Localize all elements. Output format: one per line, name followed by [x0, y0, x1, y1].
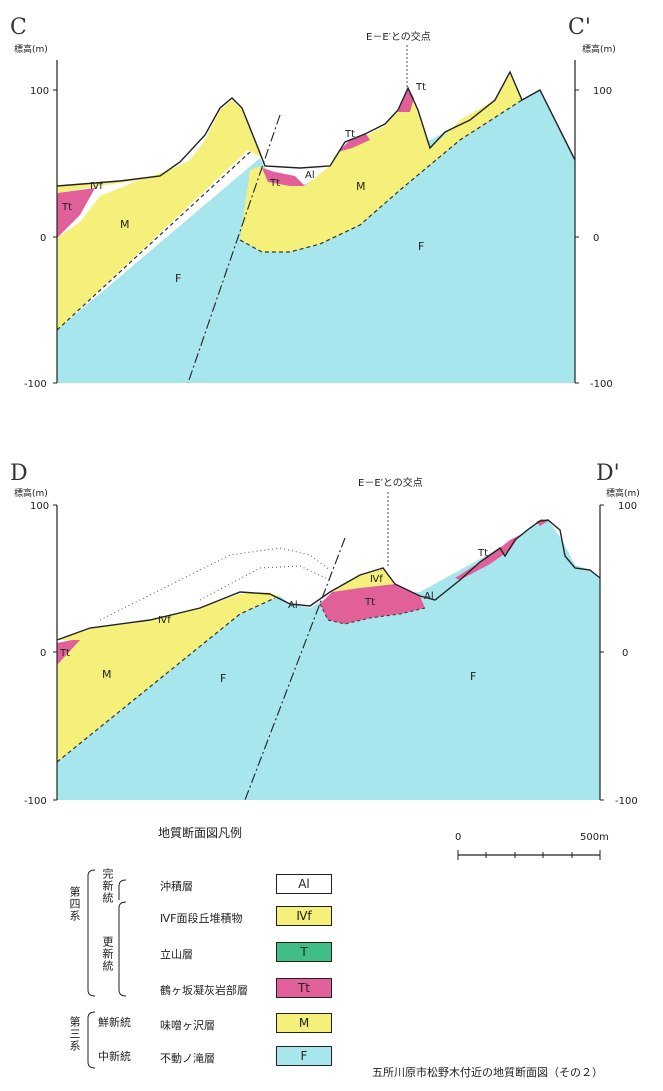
c-tick-0-right: 0 — [593, 233, 599, 244]
d-left-label: D — [10, 461, 28, 486]
c-label-m-mid: M — [356, 180, 366, 193]
d-label-tt-left: Tt — [59, 648, 70, 659]
d-label-ivf: Ⅳf — [158, 615, 171, 626]
d-intersection-label: E－E′との交点 — [358, 476, 423, 489]
d-layer-tt-left — [57, 640, 80, 665]
scale-bar: 0 500m — [455, 832, 609, 860]
epoch-pliocene: 鮮新統 — [98, 1016, 131, 1029]
c-tick-0-left: 0 — [40, 233, 46, 244]
c-axis-title-right: 標高(m) — [582, 43, 616, 55]
c-left-label: C — [10, 15, 27, 40]
group-tertiary: 第三系 — [68, 1016, 81, 1052]
c-label-tt-ridge: Tt — [344, 129, 355, 140]
scale-zero: 0 — [455, 832, 461, 843]
d-contact-mf — [56, 597, 276, 763]
d-contact-tt — [319, 603, 426, 625]
c-layer-m-left — [57, 100, 265, 330]
legend-name-tt: 鶴ヶ坂凝灰岩部層 — [160, 984, 248, 997]
c-fault — [187, 114, 281, 384]
d-label-f-right: F — [470, 670, 476, 683]
c-tick-m100-right: -100 — [590, 379, 613, 390]
legend-swatch-t: T — [276, 942, 332, 962]
legend-name-f: 不動ノ滝層 — [160, 1052, 215, 1065]
legend-swatch-f: F — [276, 1046, 332, 1066]
c-layer-m-right — [240, 74, 522, 252]
c-layer-tt-left — [57, 188, 95, 238]
legend-braces — [87, 869, 127, 1069]
d-layer-f — [57, 520, 600, 800]
d-tick-100-left: 100 — [30, 501, 49, 512]
legend-title: 地質断面図凡例 — [158, 826, 243, 840]
epoch-pleistocene: 更新統 — [101, 936, 114, 972]
d-layer-m-left — [57, 594, 280, 762]
c-contact-mf-right — [239, 99, 523, 253]
d-layer-ivf-mid — [332, 568, 395, 592]
c-label-tt-left: Tt — [61, 202, 72, 213]
d-dotted-old-surface — [99, 547, 331, 621]
scale-end: 500m — [580, 832, 609, 843]
legend-name-m: 味噌ヶ沢層 — [160, 1019, 215, 1032]
c-label-tt-mid: Tt — [269, 178, 280, 189]
c-layer-ivf — [57, 172, 170, 193]
d-tick-100-right: 100 — [618, 501, 637, 512]
legend-name-al: 沖積層 — [160, 880, 193, 893]
c-label-tt-peak: Tt — [415, 82, 426, 93]
section-d: D D' 標高(m) 標高(m) 100 0 -100 100 0 -100 E… — [10, 461, 640, 807]
d-label-al-right: Al — [424, 591, 434, 602]
c-tick-m100-left: -100 — [24, 379, 47, 390]
c-right-label: C' — [568, 15, 591, 40]
section-c: C C' 標高(m) 標高(m) 100 0 -100 100 0 -100 E… — [10, 15, 616, 390]
d-axis-title-left: 標高(m) — [14, 487, 48, 499]
legend-swatch-tt: Tt — [276, 978, 332, 998]
c-label-ivf: Ⅳf — [90, 181, 103, 192]
c-surface — [56, 70, 576, 187]
d-right-label: D' — [596, 461, 620, 486]
c-layer-tt-ridge — [338, 134, 370, 152]
d-tick-m100-right: -100 — [615, 796, 638, 807]
d-label-m-left: M — [102, 668, 112, 681]
c-tick-100-right: 100 — [593, 86, 612, 97]
legend-name-t: 立山層 — [160, 948, 193, 961]
c-axis-title-left: 標高(m) — [14, 43, 48, 55]
d-axis-title-right: 標高(m) — [606, 487, 640, 499]
figure-caption: 五所川原市松野木付近の地質断面図（その２） — [372, 1066, 603, 1079]
c-label-al: Al — [305, 170, 315, 181]
c-label-m-left: M — [120, 218, 130, 231]
legend-swatch-m: M — [276, 1013, 332, 1033]
d-label-f-left: F — [220, 672, 226, 685]
c-label-f-left: F — [175, 272, 181, 285]
legend-swatch-al: Al — [276, 874, 332, 894]
d-tick-m100-left: -100 — [24, 796, 47, 807]
d-label-tt-right: Tt — [477, 548, 488, 559]
d-surface — [56, 519, 601, 641]
legend-swatch-ivf: Ⅳf — [276, 906, 332, 926]
epoch-holocene: 完新統 — [101, 868, 114, 904]
d-fault — [244, 537, 346, 801]
c-contact-mf — [56, 151, 251, 331]
d-label-al-left: Al — [288, 600, 298, 611]
d-layer-ivf-left — [57, 592, 270, 640]
c-label-f-right: F — [418, 240, 424, 253]
c-tick-100-left: 100 — [30, 86, 49, 97]
c-intersection-label: E－E′との交点 — [366, 30, 431, 43]
d-label-tt-mid: Tt — [364, 597, 375, 608]
c-layer-tt-mid — [262, 168, 305, 186]
legend-name-ivf: ⅣF面段丘堆積物 — [160, 912, 243, 925]
d-tick-0-right: 0 — [622, 648, 628, 659]
d-label-ivf-mid: Ⅳf — [370, 574, 383, 585]
d-tick-0-left: 0 — [40, 648, 46, 659]
epoch-miocene: 中新統 — [98, 1050, 131, 1063]
group-quaternary: 第四系 — [68, 886, 81, 922]
